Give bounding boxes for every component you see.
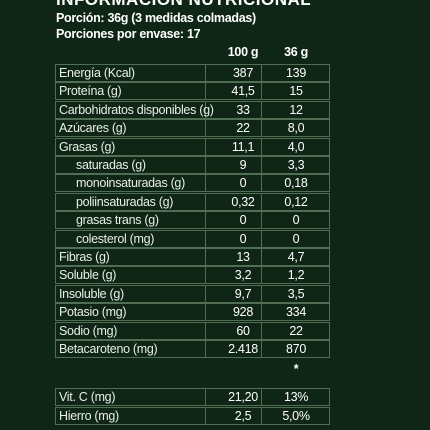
row-label: Grasas (g) <box>59 139 116 154</box>
row-value: 21,20 <box>228 390 258 405</box>
row-value: 15 <box>289 84 303 99</box>
cell-border <box>205 156 262 174</box>
row-value: 3,2 <box>234 268 252 283</box>
row-value: 9 <box>239 158 247 172</box>
row-value: 0 <box>239 231 247 246</box>
cell-border <box>205 119 262 138</box>
row-value: 60 <box>236 323 250 338</box>
cell-border <box>205 248 262 266</box>
row-label: colesterol (mg) <box>76 231 155 246</box>
cell-border <box>205 192 262 211</box>
cell-border <box>205 64 262 82</box>
row-label: Carbohidratos disponibles (g) <box>59 102 214 117</box>
row-label: monoinsaturadas (g) <box>76 176 185 191</box>
cell-border <box>205 137 262 156</box>
row-border <box>55 119 330 138</box>
row-border <box>55 266 330 285</box>
row-label: Azúcares (g) <box>59 121 127 136</box>
row-value: 0,12 <box>284 194 308 209</box>
row-label: Energía (Kcal) <box>59 66 135 80</box>
row-value: 0,18 <box>284 176 308 191</box>
cell-border <box>205 284 262 303</box>
row-border <box>55 211 330 230</box>
row-value: 387 <box>233 66 253 80</box>
row-label: Vit. C (mg) <box>59 390 116 405</box>
row-value: 870 <box>286 342 306 356</box>
cell-border <box>205 211 262 230</box>
row-border <box>55 174 330 193</box>
row-value: 4,0 <box>287 139 305 154</box>
row-value: 0,32 <box>231 194 255 209</box>
row-value: 0 <box>292 213 300 228</box>
cell-border <box>205 100 262 119</box>
row-value: 0 <box>239 176 247 191</box>
row-border <box>55 248 330 266</box>
cell-border <box>205 340 262 358</box>
row-value: 11,1 <box>231 139 255 154</box>
row-label: Proteína (g) <box>59 84 122 99</box>
cell-border <box>205 388 262 407</box>
row-border <box>55 137 330 156</box>
column-header: 100 g <box>227 45 259 59</box>
row-value: 9,7 <box>234 286 252 301</box>
row-value: 3,3 <box>287 158 305 172</box>
row-label: Soluble (g) <box>59 268 117 283</box>
row-label: saturadas (g) <box>76 158 146 172</box>
row-label: poliinsaturadas (g) <box>76 194 174 209</box>
row-value: 139 <box>286 66 306 80</box>
serving: Porción: 36g (3 medidas colmadas) <box>56 11 256 25</box>
title: INFORMACIÓN NUTRICIONAL <box>56 0 311 9</box>
cell-border <box>205 174 262 193</box>
row-border <box>55 100 330 119</box>
row-label: Betacaroteno (mg) <box>59 342 158 356</box>
row-border <box>55 82 330 101</box>
row-value: 33 <box>236 102 250 117</box>
row-value: 4,7 <box>287 250 305 264</box>
row-value: 2,5 <box>234 408 252 423</box>
row-border <box>55 321 330 340</box>
row-border <box>55 156 330 174</box>
row-label: Fibras (g) <box>59 250 110 264</box>
row-value: 1,2 <box>287 268 305 283</box>
row-border <box>55 284 330 303</box>
row-label: Hierro (mg) <box>59 408 119 423</box>
row-value: 41,5 <box>231 84 255 99</box>
row-border <box>55 340 330 358</box>
row-border <box>55 303 330 322</box>
row-value: 3,5 <box>287 286 305 301</box>
row-value: 22 <box>236 121 250 136</box>
row-label: Sodio (mg) <box>59 323 118 338</box>
cell-border <box>205 229 262 248</box>
row-value: 0 <box>239 213 247 228</box>
row-value: 928 <box>233 305 253 320</box>
column-header: 36 g <box>284 45 308 59</box>
row-value: 334 <box>286 305 306 320</box>
cell-border <box>205 266 262 285</box>
row-border <box>55 64 330 82</box>
row-border <box>55 388 330 407</box>
row-value: 5,0% <box>282 408 310 423</box>
footnote-mark: * <box>293 362 299 377</box>
row-label: grasas trans (g) <box>76 213 159 228</box>
row-value: 12 <box>289 102 303 117</box>
servings-per-container: Porciones por envase: 17 <box>56 27 201 41</box>
row-label: Insoluble (g) <box>59 286 124 301</box>
row-border <box>55 192 330 211</box>
row-label: Potasio (mg) <box>59 305 127 320</box>
row-value: 13 <box>236 250 250 264</box>
row-value: 13% <box>283 390 309 405</box>
row-border <box>55 406 330 425</box>
cell-border <box>205 303 262 322</box>
row-value: 22 <box>289 323 303 338</box>
cell-border <box>205 406 262 425</box>
cell-border <box>205 321 262 340</box>
row-value: 2.418 <box>228 342 258 356</box>
row-value: 8,0 <box>287 121 305 136</box>
row-value: 0 <box>292 231 300 246</box>
row-border <box>55 229 330 248</box>
cell-border <box>205 82 262 101</box>
